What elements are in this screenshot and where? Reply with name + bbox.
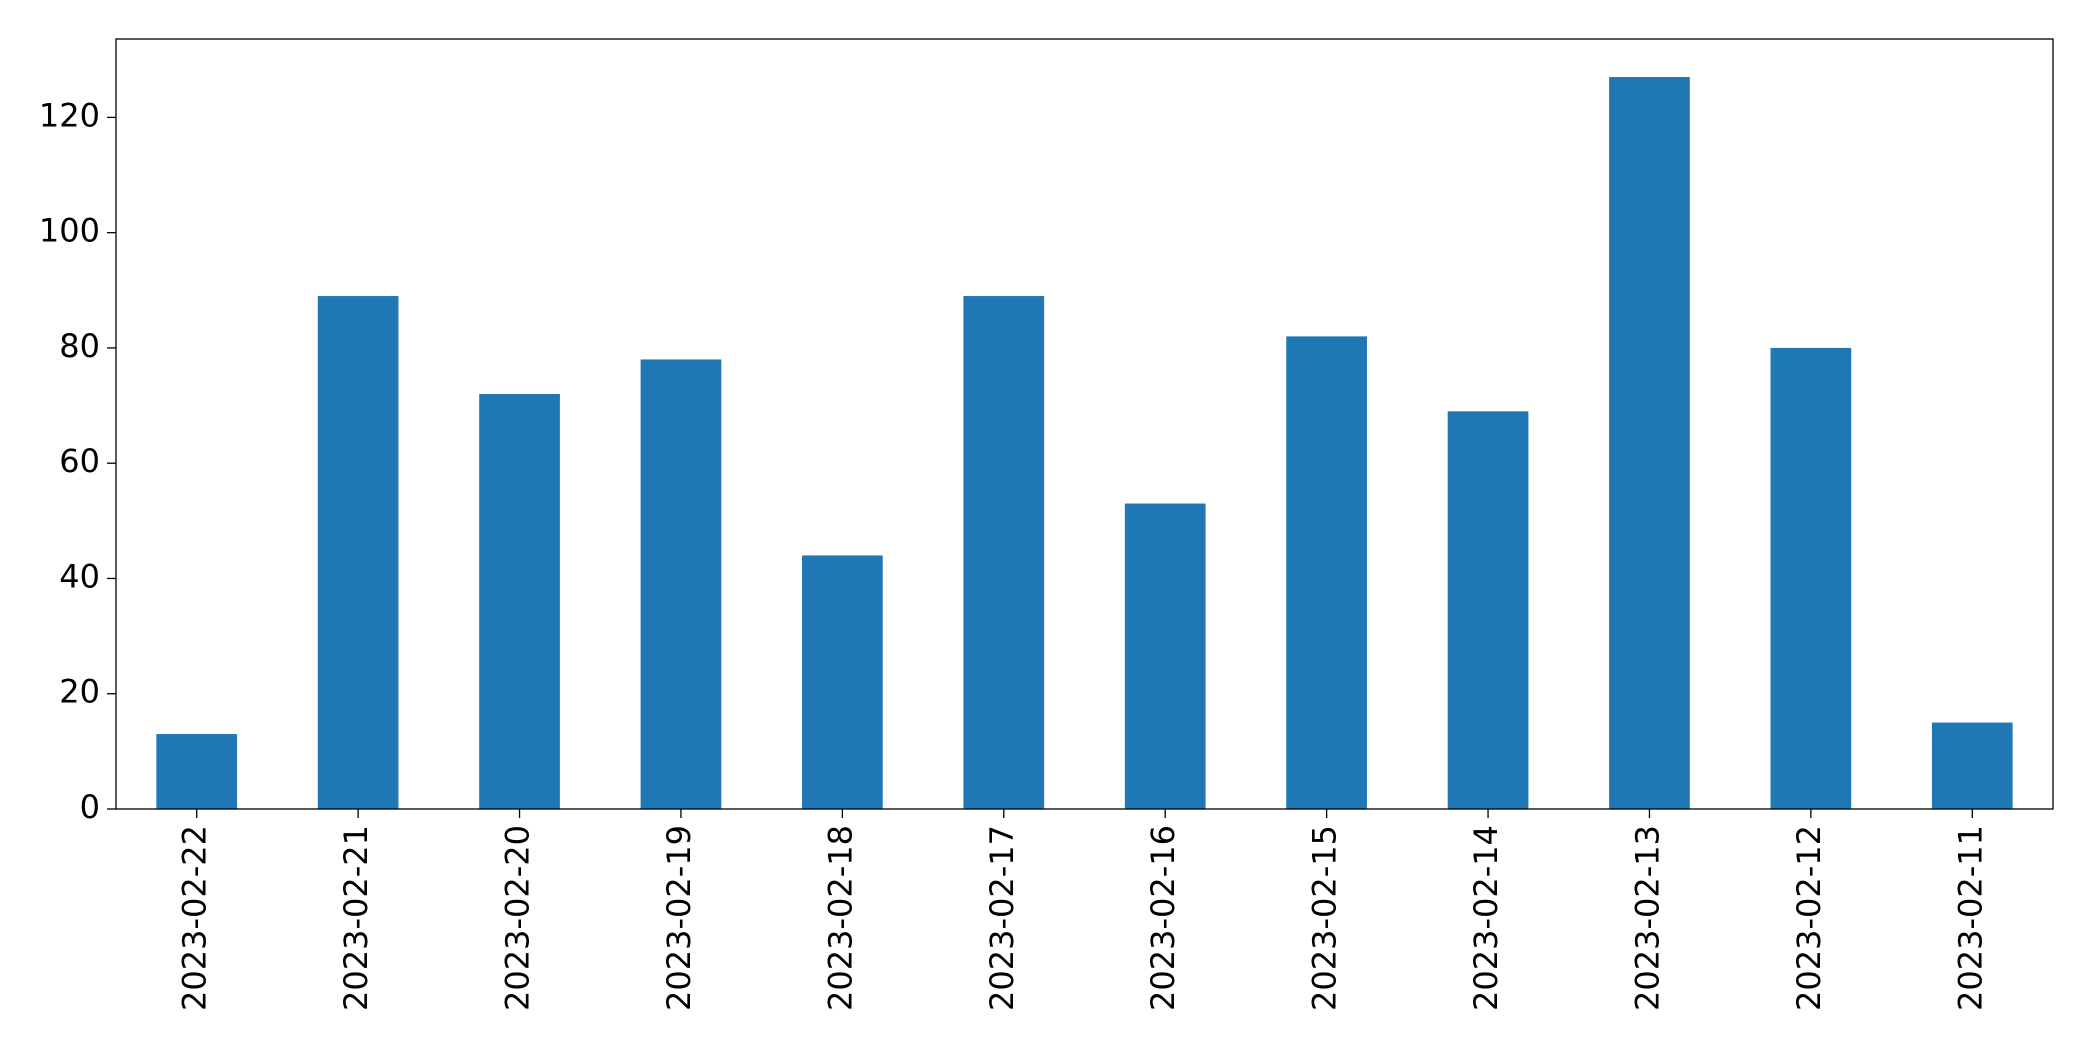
x-tick-label: 2023-02-17 xyxy=(983,825,1021,1011)
bar xyxy=(479,394,560,809)
x-tick-label: 2023-02-11 xyxy=(1951,825,1989,1011)
x-tick-label: 2023-02-12 xyxy=(1790,825,1828,1011)
x-tick-label: 2023-02-20 xyxy=(499,825,537,1011)
y-tick-label: 0 xyxy=(80,788,100,826)
x-tick-label: 2023-02-21 xyxy=(337,825,375,1011)
bar xyxy=(1124,503,1206,809)
bar xyxy=(1286,336,1367,809)
bar xyxy=(802,555,883,809)
bar xyxy=(640,359,722,809)
bar xyxy=(317,296,399,809)
x-tick-label: 2023-02-19 xyxy=(660,825,698,1011)
bar xyxy=(1609,77,1690,809)
plot-frame xyxy=(115,38,2054,810)
y-tick-label: 60 xyxy=(59,442,100,480)
x-tick-label: 2023-02-13 xyxy=(1628,825,1666,1011)
y-tick-label: 40 xyxy=(59,557,100,595)
x-tick-label: 2023-02-15 xyxy=(1306,825,1344,1011)
bar xyxy=(1770,347,1852,809)
y-tick-label: 80 xyxy=(59,327,100,365)
bar xyxy=(156,734,238,809)
bar xyxy=(963,296,1045,809)
x-tick-label: 2023-02-16 xyxy=(1144,825,1182,1011)
y-tick-label: 120 xyxy=(39,96,100,134)
bar xyxy=(1447,411,1529,809)
y-tick-label: 100 xyxy=(39,212,100,250)
x-tick-label: 2023-02-22 xyxy=(176,825,214,1011)
y-tick-label: 20 xyxy=(59,673,100,711)
bar xyxy=(1931,722,2013,809)
x-tick-label: 2023-02-18 xyxy=(821,825,859,1011)
x-tick-label: 2023-02-14 xyxy=(1467,825,1505,1011)
